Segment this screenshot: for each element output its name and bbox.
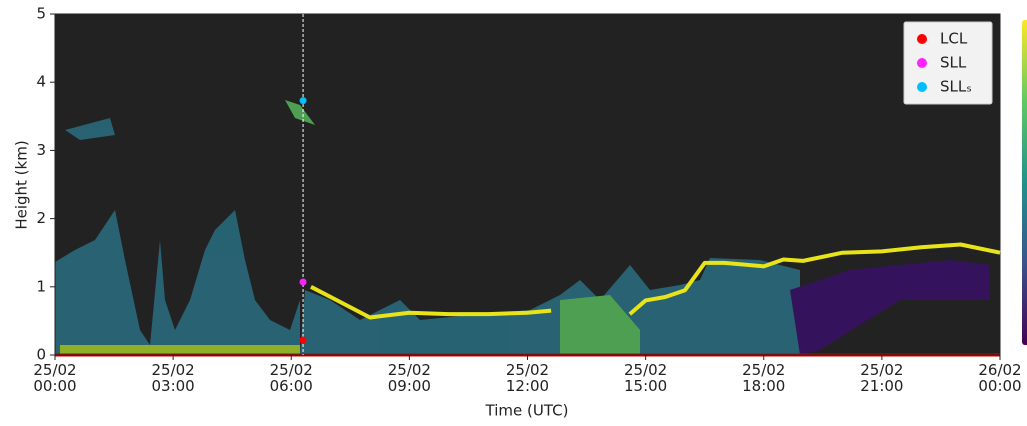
legend-marker [917,58,927,68]
legend-label: SLLₛ [940,78,972,96]
point [299,97,307,105]
x-tick-label: 25/02 09:00 [387,361,431,395]
x-tick-label: 25/02 18:00 [742,361,786,395]
x-tick-label: 25/02 03:00 [151,361,195,395]
legend-marker [917,34,927,44]
point [299,336,307,344]
y-tick-label: 1 [36,277,46,295]
y-tick-label: 0 [36,346,46,364]
y-tick-label: 3 [36,141,46,159]
y-axis-label: Height (km) [13,140,31,229]
x-tick-label: 25/02 12:00 [505,361,550,395]
x-tick-label: 25/02 06:00 [269,361,313,395]
x-tick-label: 25/02 15:00 [624,361,668,395]
x-tick-label: 26/02 00:00 [978,361,1022,395]
y-tick-label: 2 [36,209,46,227]
legend-marker [917,82,927,92]
legend: LCL SLL SLLₛ [903,21,993,105]
backscatter [55,100,990,355]
x-axis-label: Time (UTC) [485,402,569,420]
x-tick-label: 25/02 00:00 [33,361,77,395]
x-tick-label: 25/02 21:00 [860,361,904,395]
point [299,278,307,286]
legend-label: LCL [940,30,968,48]
cloud-base-line [310,242,1001,320]
legend-label: SLL [940,54,967,72]
y-tick-label: 5 [36,5,46,23]
y-tick-label: 4 [36,73,46,91]
legend-box [903,21,993,105]
colorbar [1022,20,1027,345]
